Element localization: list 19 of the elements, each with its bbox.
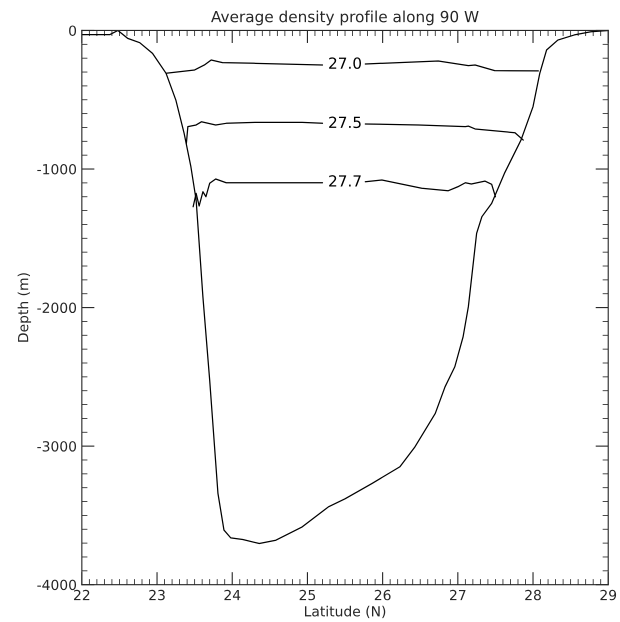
x-tick-label: 29 (600, 590, 616, 600)
series-label: 27.5 (329, 116, 361, 128)
y-axis-title: Depth (m) (18, 273, 32, 342)
y-tick-label: -3000 (37, 441, 76, 452)
x-tick-label: 28 (525, 590, 541, 600)
x-tick-label: 22 (74, 590, 90, 600)
y-tick-label: -1000 (37, 164, 76, 175)
x-tick-label: 27 (450, 590, 466, 600)
y-tick-label: -4000 (37, 580, 76, 590)
x-tick-label: 26 (374, 590, 391, 600)
y-tick-label: 0 (69, 25, 76, 36)
x-tick-label: 23 (149, 590, 165, 600)
x-tick-label: 25 (300, 590, 316, 600)
series-label: 27.0 (329, 57, 362, 69)
series-label: 27.7 (329, 175, 361, 186)
y-tick-label: -2000 (37, 302, 76, 314)
x-tick-label: 24 (224, 590, 240, 600)
chart-title: Average density profile along 90 W (211, 10, 479, 26)
x-axis-title: Latitude (N) (304, 606, 386, 618)
